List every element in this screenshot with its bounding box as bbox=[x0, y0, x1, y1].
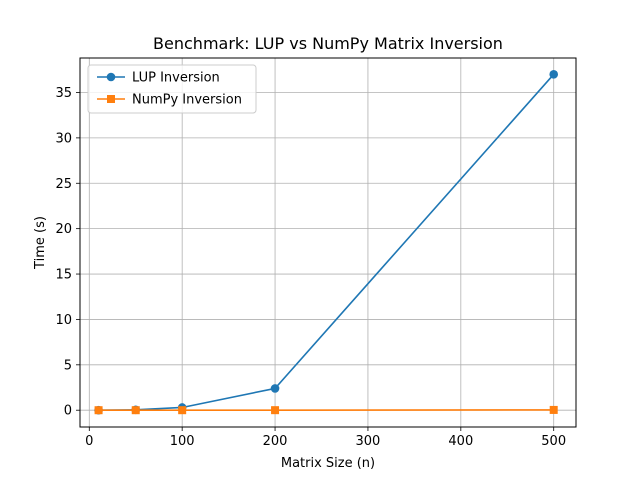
legend: LUP Inversion NumPy Inversion bbox=[87, 64, 257, 114]
y-tick-label: 25 bbox=[55, 177, 72, 192]
x-tick-label: 300 bbox=[356, 434, 381, 449]
y-tick-label: 15 bbox=[55, 268, 72, 283]
legend-item: LUP Inversion bbox=[97, 71, 220, 86]
data-point bbox=[270, 384, 280, 393]
y-tick-label: 30 bbox=[55, 131, 72, 146]
x-tick-label: 500 bbox=[541, 434, 566, 449]
y-axis-label: Time (s) bbox=[33, 216, 48, 270]
legend-item: NumPy Inversion bbox=[97, 93, 242, 108]
data-point bbox=[549, 70, 559, 79]
x-tick-label: 0 bbox=[85, 434, 93, 449]
legend-label: NumPy Inversion bbox=[132, 93, 242, 108]
legend-marker bbox=[106, 72, 116, 82]
series-2 bbox=[94, 405, 558, 415]
y-tick-label: 20 bbox=[55, 222, 72, 237]
y-tick-label: 0 bbox=[64, 404, 72, 419]
legend-box bbox=[87, 64, 257, 114]
data-point bbox=[271, 406, 280, 415]
plot-frame bbox=[79, 57, 577, 428]
x-tick-label: 400 bbox=[448, 434, 473, 449]
data-point bbox=[131, 406, 140, 415]
plot-area bbox=[80, 58, 576, 427]
y-axis: 0 5 10 15 20 25 30 35 bbox=[55, 86, 80, 419]
y-tick-label: 35 bbox=[55, 86, 72, 101]
x-axis-label: Matrix Size (n) bbox=[281, 456, 375, 471]
legend-label: LUP Inversion bbox=[132, 71, 220, 86]
x-tick-label: 200 bbox=[263, 434, 288, 449]
y-tick-label: 5 bbox=[64, 358, 72, 373]
data-point bbox=[549, 405, 558, 414]
data-point bbox=[94, 406, 103, 415]
data-point bbox=[178, 406, 187, 415]
legend-marker bbox=[107, 95, 115, 103]
y-tick-label: 10 bbox=[55, 313, 72, 328]
chart-title: Benchmark: LUP vs NumPy Matrix Inversion bbox=[153, 34, 503, 53]
series-layer bbox=[94, 70, 559, 415]
x-tick-label: 100 bbox=[170, 434, 195, 449]
x-axis: 0 100 200 300 400 500 bbox=[85, 427, 566, 449]
